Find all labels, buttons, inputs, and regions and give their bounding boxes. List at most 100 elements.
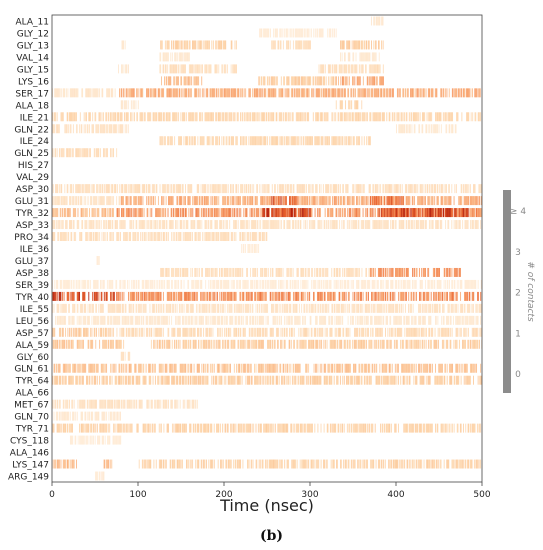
contact-cell xyxy=(364,52,365,62)
contact-segment xyxy=(335,100,363,110)
contact-cell xyxy=(224,112,226,122)
contact-cell xyxy=(385,184,387,194)
contact-cell xyxy=(196,220,198,230)
contact-cell xyxy=(75,148,77,158)
contact-cell xyxy=(457,208,459,218)
contact-cell xyxy=(217,291,218,301)
contact-cell xyxy=(380,303,382,313)
contact-cell xyxy=(224,208,226,218)
contact-cell xyxy=(211,267,213,277)
contact-cell xyxy=(415,112,417,122)
contact-cell xyxy=(169,303,171,313)
contact-cell xyxy=(128,88,130,98)
contact-cell xyxy=(244,208,246,218)
contact-cell xyxy=(204,220,206,230)
contact-cell xyxy=(153,291,155,301)
contact-cell xyxy=(344,291,345,301)
contact-cell xyxy=(166,52,168,62)
contact-cell xyxy=(407,88,408,98)
contact-cell xyxy=(318,196,320,206)
contact-cell xyxy=(312,220,313,230)
contact-cell xyxy=(99,184,101,194)
contact-cell xyxy=(269,136,271,146)
residue-label: GLN_25 xyxy=(14,149,49,159)
contact-cell xyxy=(308,184,310,194)
contact-cell xyxy=(202,267,203,277)
contact-cell xyxy=(460,208,462,218)
contact-cell xyxy=(279,184,281,194)
contact-cell xyxy=(336,279,337,289)
contact-cell xyxy=(162,267,164,277)
contact-cell xyxy=(72,208,74,218)
contact-cell xyxy=(253,88,255,98)
contact-cell xyxy=(54,124,56,134)
contact-cell xyxy=(60,208,62,218)
contact-cell xyxy=(161,196,163,206)
contact-cell xyxy=(113,196,115,206)
contact-cell xyxy=(181,40,183,50)
contact-cell xyxy=(276,28,278,38)
contact-cell xyxy=(236,136,238,146)
contact-cell xyxy=(246,267,248,277)
contact-cell xyxy=(103,220,104,230)
contact-cell xyxy=(163,112,165,122)
contact-cell xyxy=(199,220,200,230)
contact-cell xyxy=(327,136,329,146)
contact-cell xyxy=(77,220,79,230)
contact-cell xyxy=(259,208,261,218)
contact-cell xyxy=(175,232,177,242)
contact-cell xyxy=(361,220,363,230)
contact-cell xyxy=(110,148,112,158)
contact-cell xyxy=(182,267,184,277)
contact-cell xyxy=(438,267,440,277)
contact-cell xyxy=(353,279,354,289)
contact-cell xyxy=(372,279,374,289)
contact-cell xyxy=(322,196,323,206)
contact-cell xyxy=(78,279,80,289)
contact-cell xyxy=(81,196,83,206)
contact-cell xyxy=(174,52,176,62)
contact-cell xyxy=(366,88,368,98)
contact-cell xyxy=(75,196,77,206)
contact-cell xyxy=(411,220,413,230)
contact-cell xyxy=(272,279,274,289)
contact-cell xyxy=(124,124,126,134)
contact-cell xyxy=(348,291,350,301)
contact-cell xyxy=(225,184,227,194)
contact-cell xyxy=(304,28,306,38)
contact-cell xyxy=(339,291,341,301)
contact-cell xyxy=(156,112,158,122)
contact-cell xyxy=(385,267,387,277)
contact-cell xyxy=(303,136,305,146)
contact-cell xyxy=(431,88,433,98)
contact-cell xyxy=(408,112,410,122)
contact-cell xyxy=(280,267,282,277)
contact-cell xyxy=(383,76,384,86)
contact-cell xyxy=(256,208,258,218)
contact-cell xyxy=(441,88,442,98)
contact-cell xyxy=(232,279,234,289)
contact-cell xyxy=(347,76,349,86)
contact-cell xyxy=(223,303,224,313)
contact-cell xyxy=(314,136,316,146)
contact-cell xyxy=(206,208,208,218)
contact-cell xyxy=(175,279,176,289)
contact-cell xyxy=(267,28,269,38)
contact-cell xyxy=(171,196,173,206)
contact-cell xyxy=(195,208,197,218)
contact-cell xyxy=(340,279,342,289)
contact-cell xyxy=(110,303,112,313)
contact-cell xyxy=(386,303,388,313)
contact-cell xyxy=(174,232,176,242)
contact-cell xyxy=(120,232,121,242)
contact-cell xyxy=(420,196,422,206)
contact-cell xyxy=(289,267,291,277)
contact-cell xyxy=(418,220,419,230)
contact-cell xyxy=(346,303,348,313)
contact-cell xyxy=(160,267,162,277)
contact-cell xyxy=(94,220,96,230)
contact-cell xyxy=(290,279,292,289)
contact-cell xyxy=(190,208,191,218)
contact-cell xyxy=(478,184,480,194)
contact-cell xyxy=(189,196,191,206)
